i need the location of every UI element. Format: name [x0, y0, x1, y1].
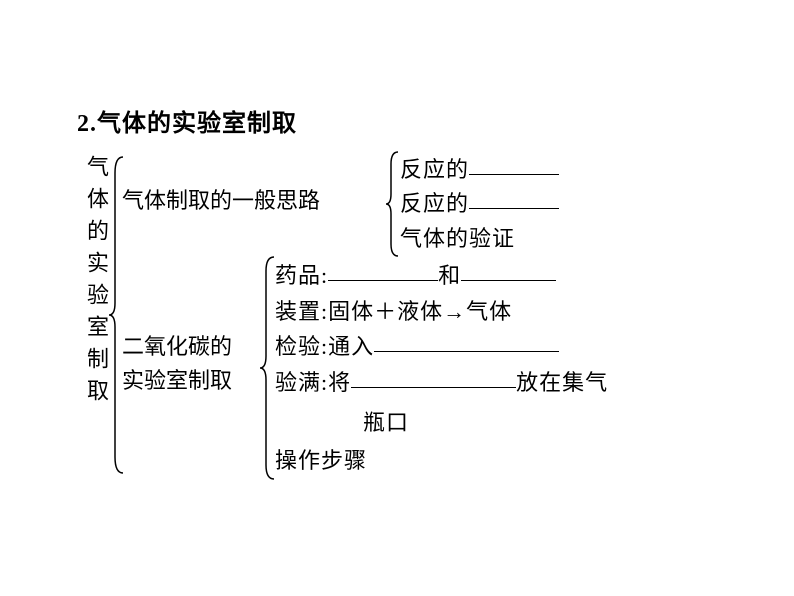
sec1-line1: 反应的	[400, 152, 559, 184]
sec2-line4: 验满:将 放在集气	[275, 365, 608, 397]
sec2-l4-a: 验满:将	[275, 370, 351, 395]
blank-test	[374, 351, 559, 352]
sec2-line5: 瓶口	[363, 405, 409, 437]
sec2-line6: 操作步骤	[275, 443, 367, 475]
sec2-label-line2: 实验室制取	[122, 368, 232, 393]
sec2-line2: 装置:固体＋液体→气体	[275, 294, 512, 326]
sec2-l1-a: 药品:	[275, 263, 328, 288]
blank-reaction2	[469, 208, 559, 209]
brace-section1	[384, 150, 400, 258]
sec1-l1-prefix: 反应的	[400, 157, 469, 182]
blank-drug2	[461, 280, 556, 281]
heading-number: 2.	[77, 111, 97, 137]
sec1-line3: 气体的验证	[400, 221, 515, 253]
sec2-line3: 检验:通入	[275, 329, 559, 361]
blank-reaction1	[469, 174, 559, 175]
sec2-label-line1: 二氧化碳的	[122, 334, 232, 359]
sec2-l3: 检验:通入	[275, 334, 374, 359]
sec2-l1-b: 和	[438, 263, 461, 288]
blank-drug1	[328, 280, 438, 281]
section-heading: 2.气体的实验室制取	[77, 103, 297, 138]
blank-full	[351, 387, 516, 388]
sec2-l4-b: 放在集气	[516, 370, 608, 395]
brace-section2	[258, 255, 276, 481]
sec1-l2-prefix: 反应的	[400, 191, 469, 216]
section2-label: 二氧化碳的 实验室制取	[122, 330, 232, 398]
sec2-line1: 药品: 和	[275, 258, 556, 290]
heading-text: 气体的实验室制取	[97, 111, 297, 137]
section1-label: 气体制取的一般思路	[122, 183, 320, 215]
sec1-line2: 反应的	[400, 186, 559, 218]
